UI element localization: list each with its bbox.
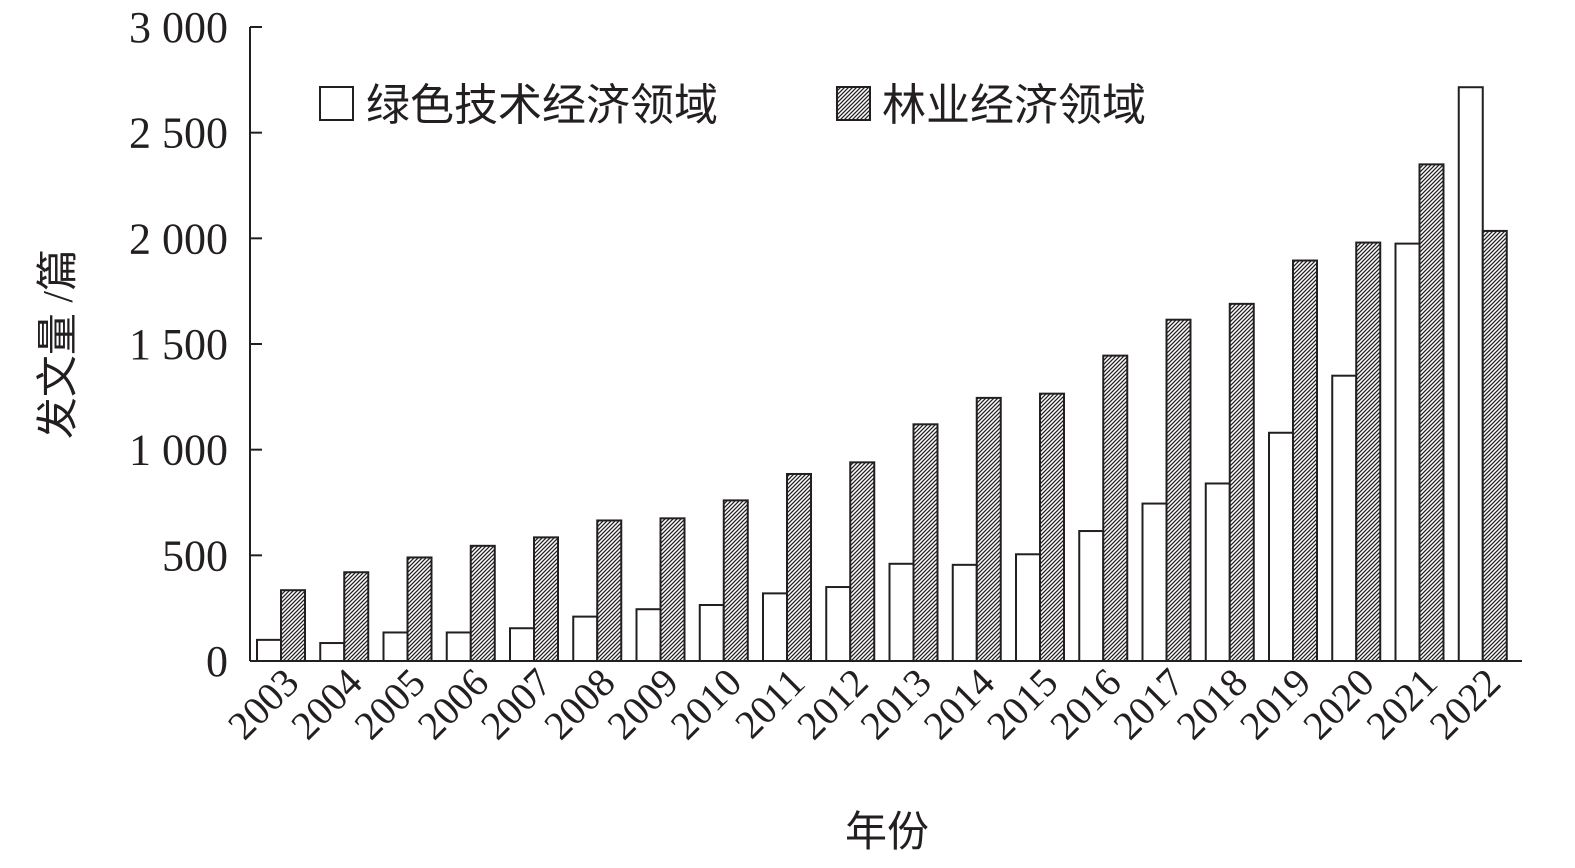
bar-green-tech-2003 [256,638,282,662]
bar-green-tech-2020 [1331,374,1358,662]
bar-forestry-2005 [406,556,433,662]
bar-green-tech-2019 [1268,431,1294,663]
x-ticks: 2003200420052006200720082009201020112012… [219,660,1509,748]
bar-green-tech-2016 [1078,530,1105,663]
y-tick-label: 500 [162,531,228,580]
bar-green-tech-2012 [825,586,852,662]
x-axis-title: 年份 [845,809,929,856]
bar-forestry-2015 [1039,392,1065,662]
bar-green-tech-2013 [888,562,915,663]
bar-green-tech-2006 [445,631,472,662]
y-ticks: 0 500 1 000 1 500 2 000 2 500 3 000 [129,3,262,686]
y-tick-label: 1 000 [129,426,228,475]
bar-forestry-2011 [786,472,812,662]
bar-green-tech-2007 [509,627,535,663]
bar-green-tech-2008 [572,615,599,662]
bar-green-tech-2018 [1204,482,1231,663]
y-axis-title: 发文量 /篇 [35,249,82,439]
legend-label: 林业经济领域 [882,81,1146,130]
bar-forestry-2013 [912,423,939,662]
bar-forestry-2012 [849,461,876,663]
bar-forestry-2016 [1102,354,1129,662]
bar-forestry-2020 [1355,241,1382,662]
bar-green-tech-2017 [1141,502,1168,662]
bar-forestry-2017 [1165,318,1192,662]
bar-forestry-2022 [1481,229,1508,662]
legend: 绿色技术经济领域 林业经济领域 [319,81,1146,130]
y-tick-label: 1 500 [129,320,228,369]
bar-green-tech-2011 [762,592,788,663]
x-tick-label: 2022 [1421,660,1509,748]
bar-forestry-2018 [1228,302,1255,662]
y-tick-label: 2 500 [129,109,228,158]
bar-forestry-2003 [280,589,306,662]
bar-green-tech-2005 [382,631,409,662]
bar-forestry-2010 [722,499,749,662]
legend-item-forestry: 林业经济领域 [836,81,1146,130]
y-tick-label: 2 000 [129,214,228,263]
bar-green-tech-2004 [319,642,346,663]
bar-forestry-2021 [1418,163,1445,662]
bar-green-tech-2010 [698,603,725,662]
legend-swatch-hatched [836,86,871,121]
bar-forestry-2008 [596,519,623,662]
bar-green-tech-2022 [1457,86,1484,663]
bar-green-tech-2021 [1394,242,1421,662]
bar-forestry-2014 [975,396,1002,662]
bar-green-tech-2009 [635,608,662,662]
bars [256,86,1508,663]
y-tick-label: 3 000 [129,3,228,52]
bar-forestry-2009 [659,517,686,662]
bar-green-tech-2014 [951,563,978,662]
y-tick-label: 0 [206,637,228,686]
legend-label: 绿色技术经济领域 [366,81,718,130]
bar-green-tech-2015 [1015,553,1041,663]
bar-forestry-2007 [533,536,559,662]
bar-forestry-2006 [469,544,496,662]
legend-swatch-white [319,86,354,121]
bar-forestry-2004 [343,571,370,662]
bar-forestry-2019 [1292,259,1318,662]
legend-item-green-tech: 绿色技术经济领域 [319,81,718,130]
